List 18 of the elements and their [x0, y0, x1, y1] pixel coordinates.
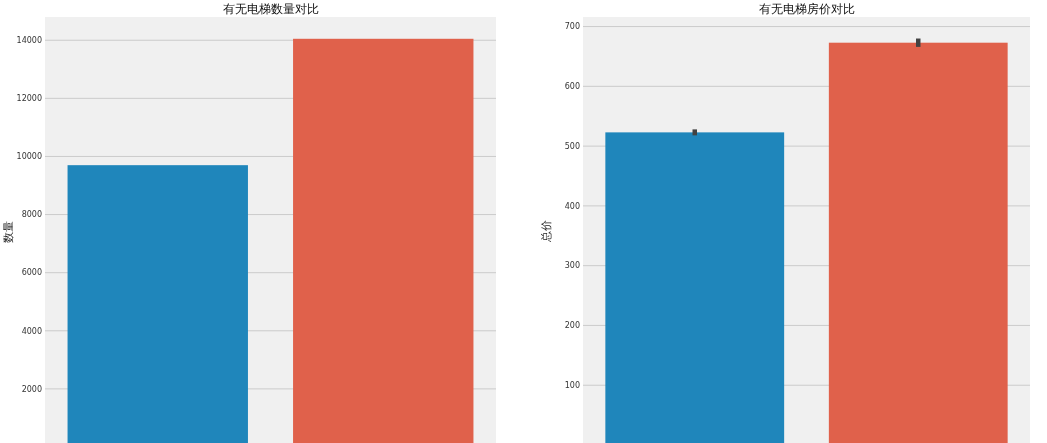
ytick-label: 14000: [16, 36, 42, 46]
ytick-label: 8000: [21, 210, 42, 220]
ylabel: 总价: [540, 220, 553, 242]
ytick-label: 100: [564, 381, 580, 390]
ytick-label: 200: [564, 321, 580, 331]
ytick-label: 6000: [21, 268, 42, 278]
title: 有无电梯数量对比: [222, 2, 319, 16]
ytick-label: 500: [564, 141, 580, 151]
ytick-label: 10000: [16, 152, 42, 162]
ytick-label: 4000: [21, 326, 42, 336]
ytick-label: 2000: [21, 384, 42, 394]
ytick-label: 12000: [16, 94, 42, 104]
ytick-label: 600: [564, 82, 580, 92]
title: 有无电梯房价对比: [758, 2, 855, 16]
ytick-label: 700: [564, 22, 580, 32]
ylabel: 数量: [2, 221, 15, 243]
ytick-label: 400: [564, 201, 580, 211]
ytick-label: 300: [564, 261, 580, 271]
